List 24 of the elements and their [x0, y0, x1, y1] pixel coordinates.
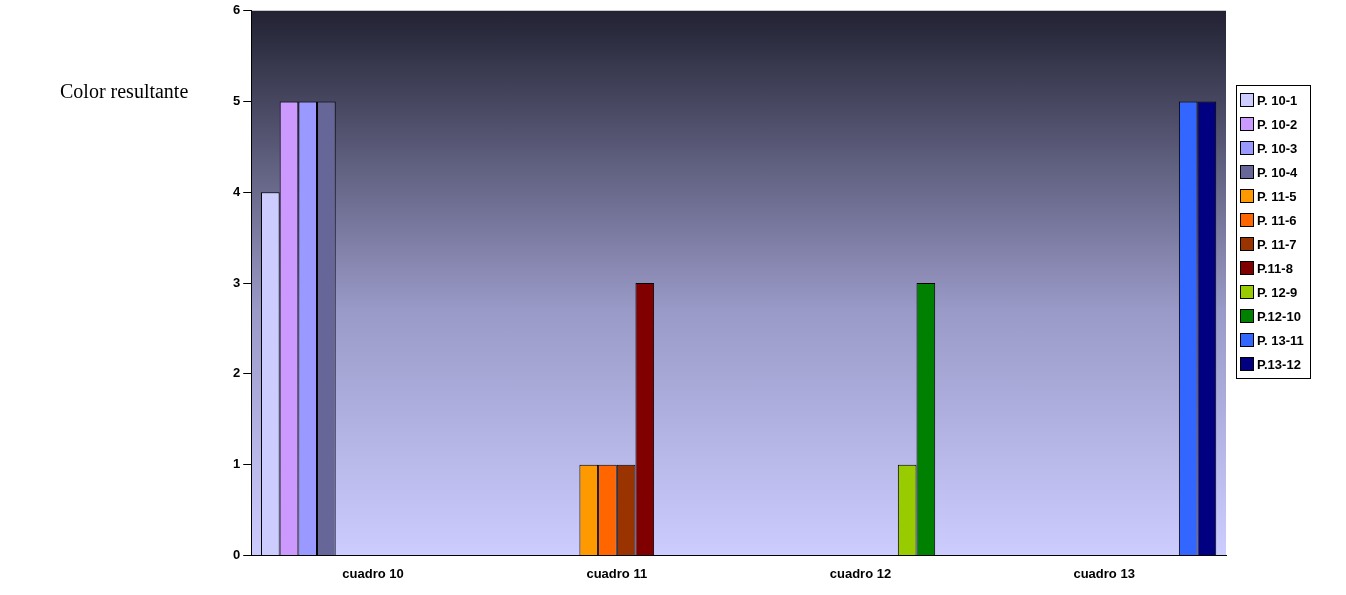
x-tick-label: cuadro 13 — [1073, 565, 1135, 581]
y-tick-label: 2 — [233, 365, 241, 381]
x-tick-label: cuadro 12 — [829, 565, 892, 581]
legend-label: P.13-12 — [1257, 356, 1301, 372]
y-tick-label: 4 — [233, 183, 241, 199]
y-tick-label: 0 — [233, 546, 241, 562]
x-tick-label: cuadro 11 — [586, 565, 648, 581]
legend-label: P. 10-4 — [1257, 164, 1298, 180]
legend-label: P. 13-11 — [1257, 332, 1304, 348]
legend-label: P. 10-2 — [1257, 116, 1298, 132]
y-tick-label: 3 — [233, 274, 241, 290]
x-tick-label: cuadro 10 — [342, 565, 404, 581]
legend-label: P. 11-5 — [1257, 188, 1297, 204]
legend-label: P. 11-7 — [1257, 236, 1297, 252]
legend-label: P.12-10 — [1257, 308, 1301, 324]
legend-label: P. 12-9 — [1257, 284, 1298, 300]
legend-label: P.11-8 — [1257, 260, 1293, 276]
y-tick-label: 1 — [233, 456, 241, 472]
y-tick-label: 5 — [233, 93, 241, 109]
legend-label: P. 10-3 — [1257, 140, 1298, 156]
legend-label: P. 10-1 — [1257, 92, 1298, 108]
y-axis-title: Color resultante — [60, 80, 189, 103]
y-tick-label: 6 — [233, 2, 241, 18]
legend-label: P. 11-6 — [1257, 212, 1297, 228]
